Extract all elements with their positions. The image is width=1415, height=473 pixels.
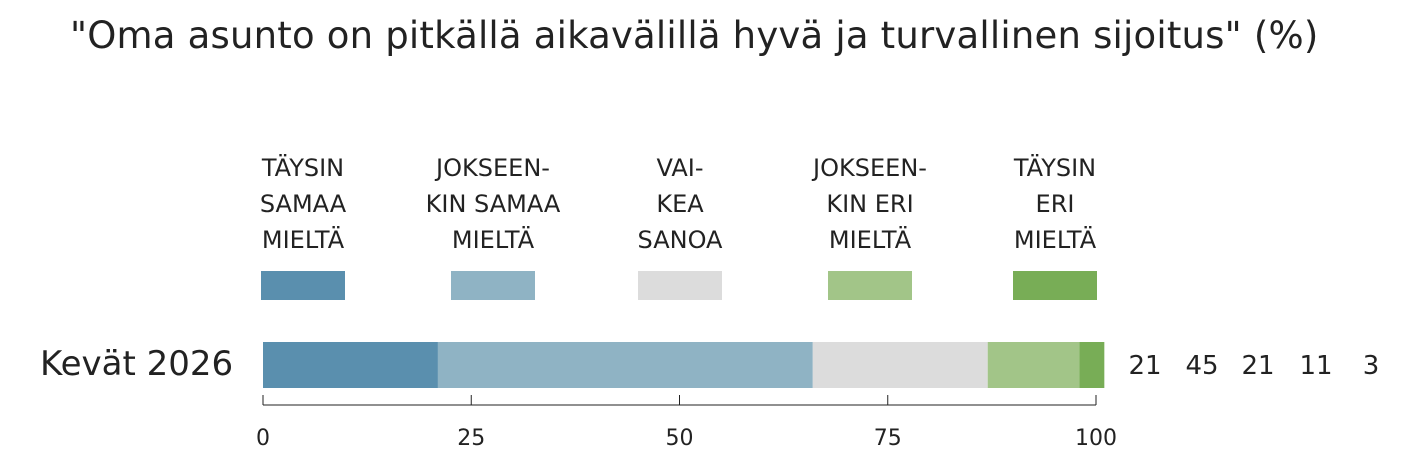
legend-swatch bbox=[828, 271, 912, 300]
bar-segment bbox=[1079, 342, 1105, 388]
x-tick-label: 100 bbox=[1075, 426, 1117, 451]
legend-item-vaikea-sanoa: VAI- KEA SANOA bbox=[600, 150, 760, 258]
bar-segment bbox=[437, 342, 813, 388]
legend-swatch bbox=[1013, 271, 1097, 300]
legend-label: TÄYSIN SAMAA MIELTÄ bbox=[259, 154, 347, 254]
x-tick-label: 75 bbox=[874, 426, 902, 451]
x-tick-label: 50 bbox=[666, 426, 694, 451]
value-label: 11 bbox=[1299, 351, 1332, 381]
value-label: 3 bbox=[1363, 351, 1380, 381]
x-tick-label: 25 bbox=[457, 426, 485, 451]
value-label: 21 bbox=[1128, 351, 1161, 381]
legend-swatch bbox=[261, 271, 345, 300]
value-label: 21 bbox=[1241, 351, 1274, 381]
bar-segment bbox=[987, 342, 1080, 388]
legend-item-jokseenkin-samaa: JOKSEEN- KIN SAMAA MIELTÄ bbox=[413, 150, 573, 258]
legend-label: JOKSEEN- KIN ERI MIELTÄ bbox=[813, 154, 927, 254]
bar-segment bbox=[263, 342, 438, 388]
legend-swatch bbox=[451, 271, 535, 300]
legend-item-taysin-samaa: TÄYSIN SAMAA MIELTÄ bbox=[223, 150, 383, 258]
bar-segment bbox=[812, 342, 988, 388]
value-label: 45 bbox=[1185, 351, 1218, 381]
legend-label: TÄYSIN ERI MIELTÄ bbox=[1013, 154, 1097, 254]
chart-title: "Oma asunto on pitkällä aikavälillä hyvä… bbox=[70, 14, 1319, 57]
legend-label: VAI- KEA SANOA bbox=[637, 154, 723, 254]
legend-label: JOKSEEN- KIN SAMAA MIELTÄ bbox=[425, 154, 561, 254]
legend-item-jokseenkin-eri: JOKSEEN- KIN ERI MIELTÄ bbox=[790, 150, 950, 258]
legend-swatch bbox=[638, 271, 722, 300]
category-label: Kevät 2026 bbox=[40, 344, 234, 384]
x-tick-label: 0 bbox=[256, 426, 270, 451]
legend-item-taysin-eri: TÄYSIN ERI MIELTÄ bbox=[975, 150, 1135, 258]
